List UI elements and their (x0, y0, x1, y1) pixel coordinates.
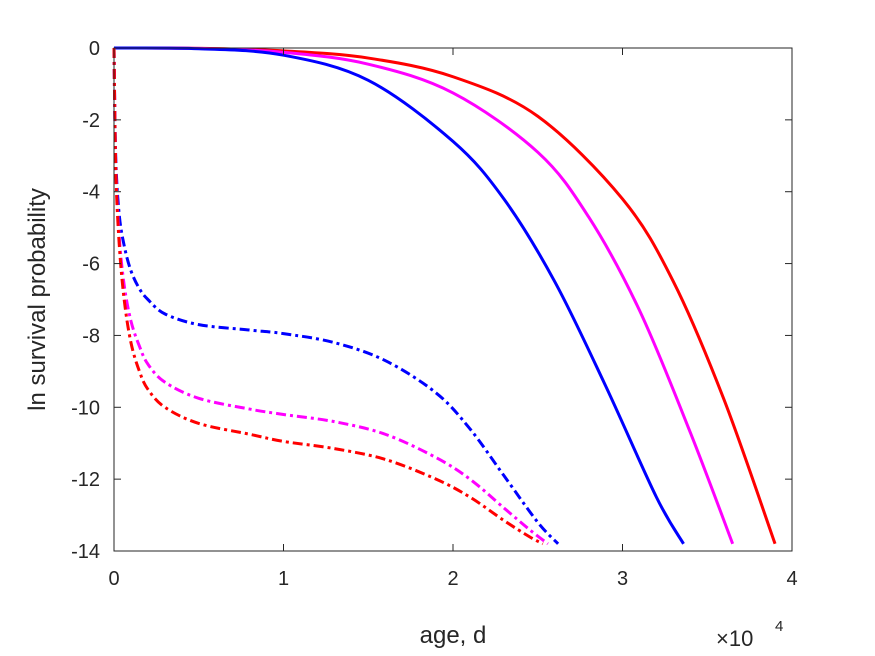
x-tick-label: 2 (447, 568, 458, 590)
x-tick-label: 4 (786, 568, 797, 590)
y-axis-label: ln survival probability (24, 188, 51, 411)
series-layer (112, 46, 777, 546)
y-tick-label: -12 (71, 469, 100, 491)
series-line-4 (112, 47, 560, 545)
y-tick-label: -6 (82, 254, 100, 276)
x-exponent-power: 4 (775, 618, 783, 635)
y-tick-label: -14 (71, 541, 100, 563)
y-tick-label: 0 (89, 38, 100, 60)
x-tick-label: 1 (278, 568, 289, 590)
series-line-3 (113, 46, 685, 545)
x-tick-label: 0 (108, 568, 119, 590)
plot-frame (113, 47, 793, 552)
x-exponent-base: ×10 (716, 626, 753, 651)
y-tick-label: -2 (82, 110, 100, 132)
y-tick-label: -4 (82, 182, 100, 204)
ticks-layer: 0 1 2 3 4 0 -2 -4 -6 -8 -10 -12 -14 (71, 38, 797, 590)
x-axis-label: age, d (420, 622, 487, 649)
x-axis-exponent: ×10 4 (716, 618, 783, 651)
y-tick-label: -10 (71, 397, 100, 419)
y-tick-label: -8 (82, 325, 100, 347)
x-tick-label: 3 (617, 568, 628, 590)
series-line-6 (112, 47, 544, 546)
plot-background (114, 48, 792, 551)
